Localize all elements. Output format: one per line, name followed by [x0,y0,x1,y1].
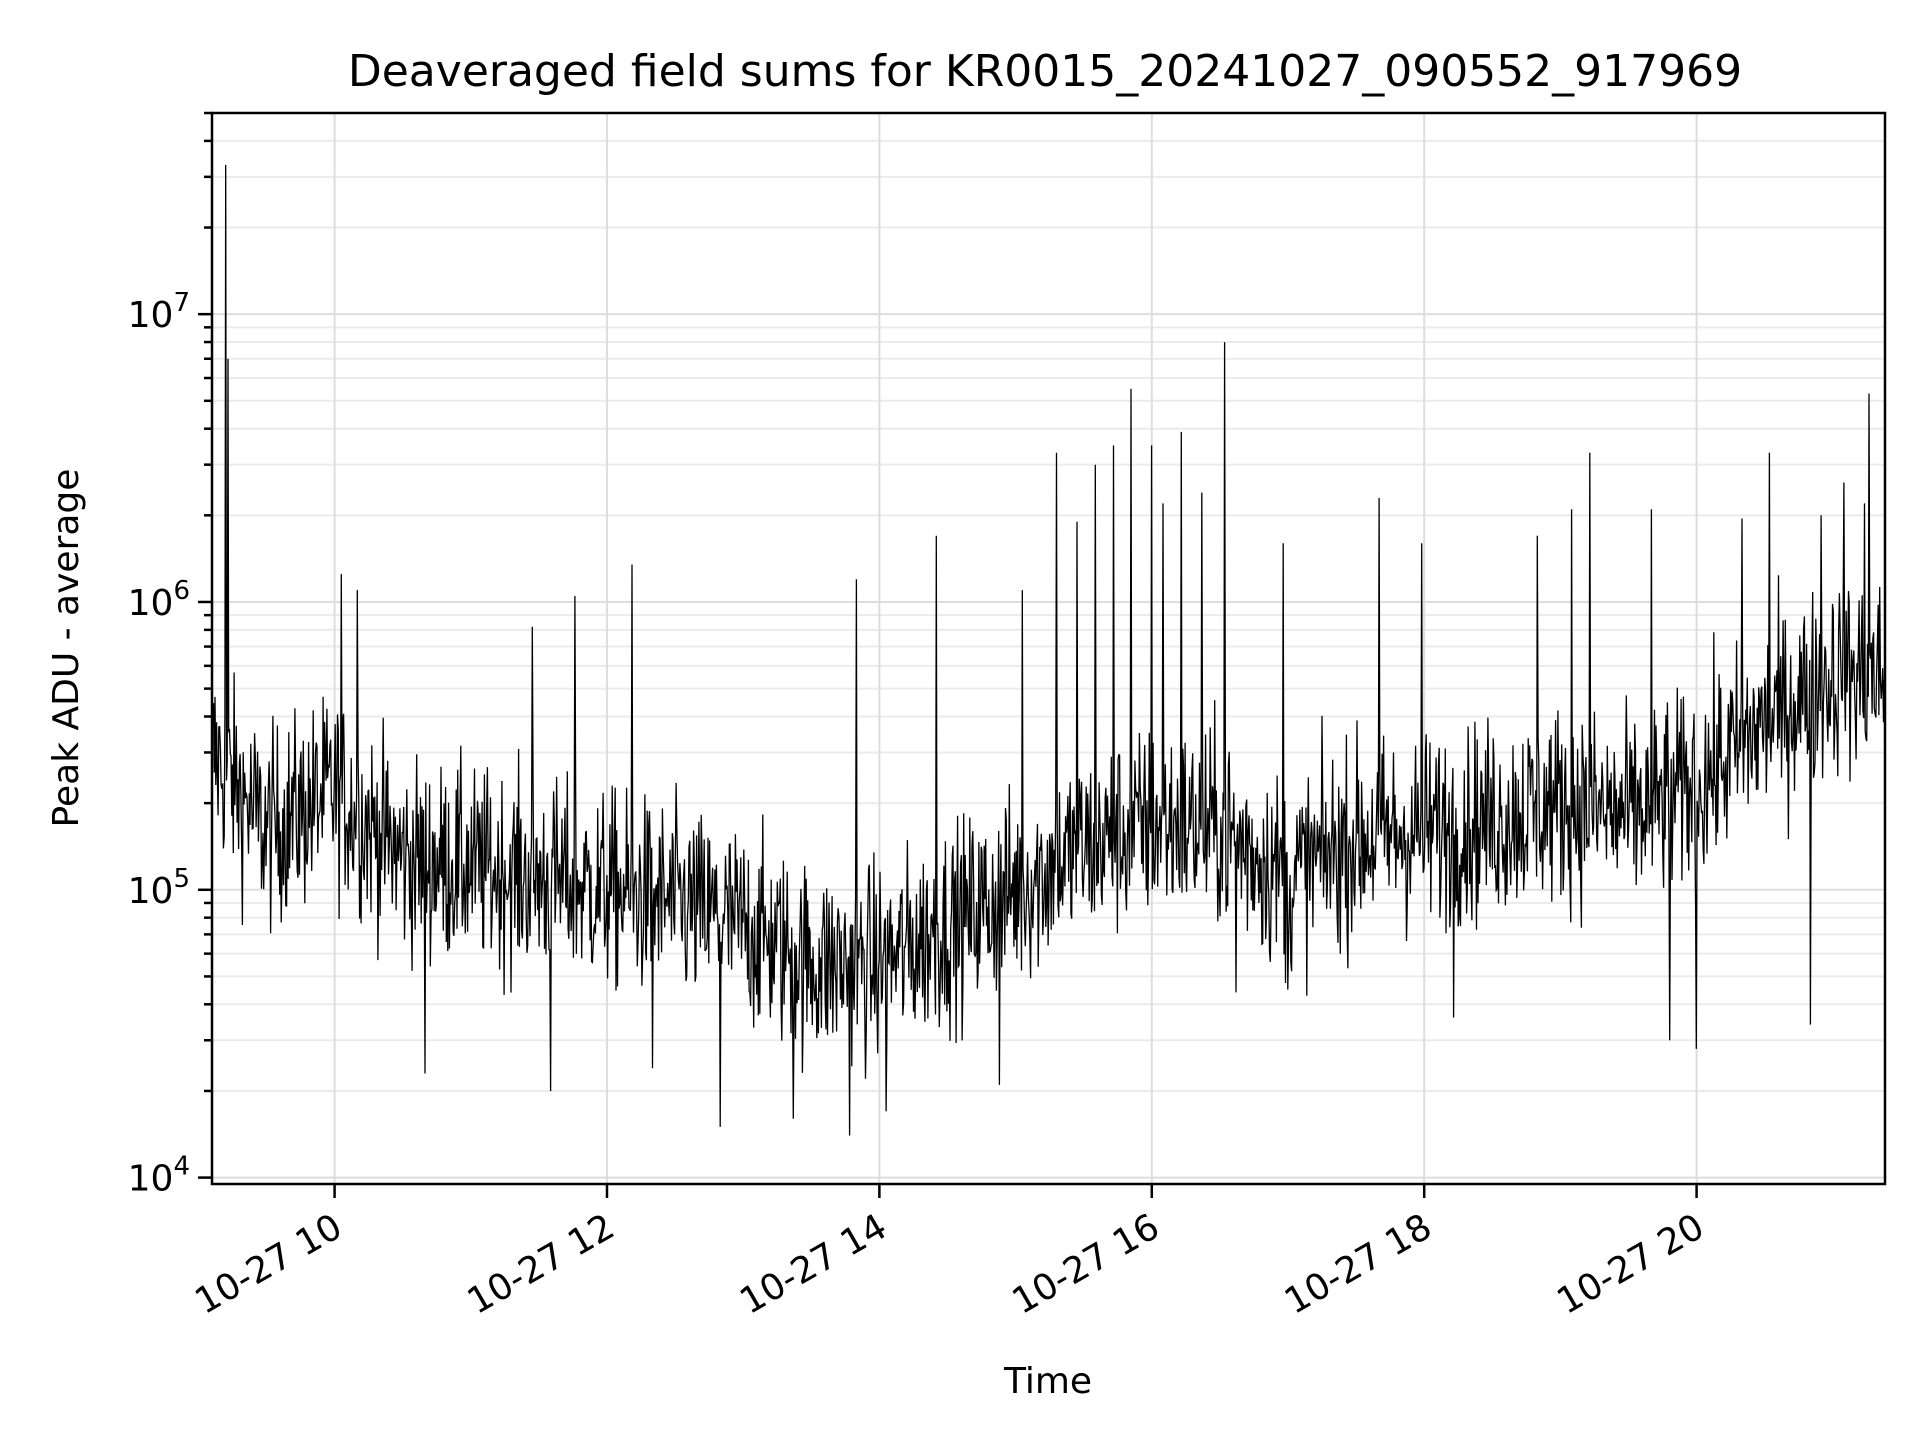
series-line [212,164,1885,1136]
plot-frame [210,111,1887,1186]
plot-area [212,164,1885,1136]
y-tick-label: 105 [128,864,190,912]
y-axis-label: Peak ADU - average [46,469,87,828]
y-tick-label: 106 [128,576,190,624]
y-tick-label: 104 [128,1152,190,1200]
chart-title: Deaveraged field sums for KR0015_2024102… [348,46,1742,97]
x-axis-label: Time [1003,1361,1092,1402]
y-tick-label: 107 [128,288,190,336]
y-axis: 104 105 106 107 [128,111,212,1200]
